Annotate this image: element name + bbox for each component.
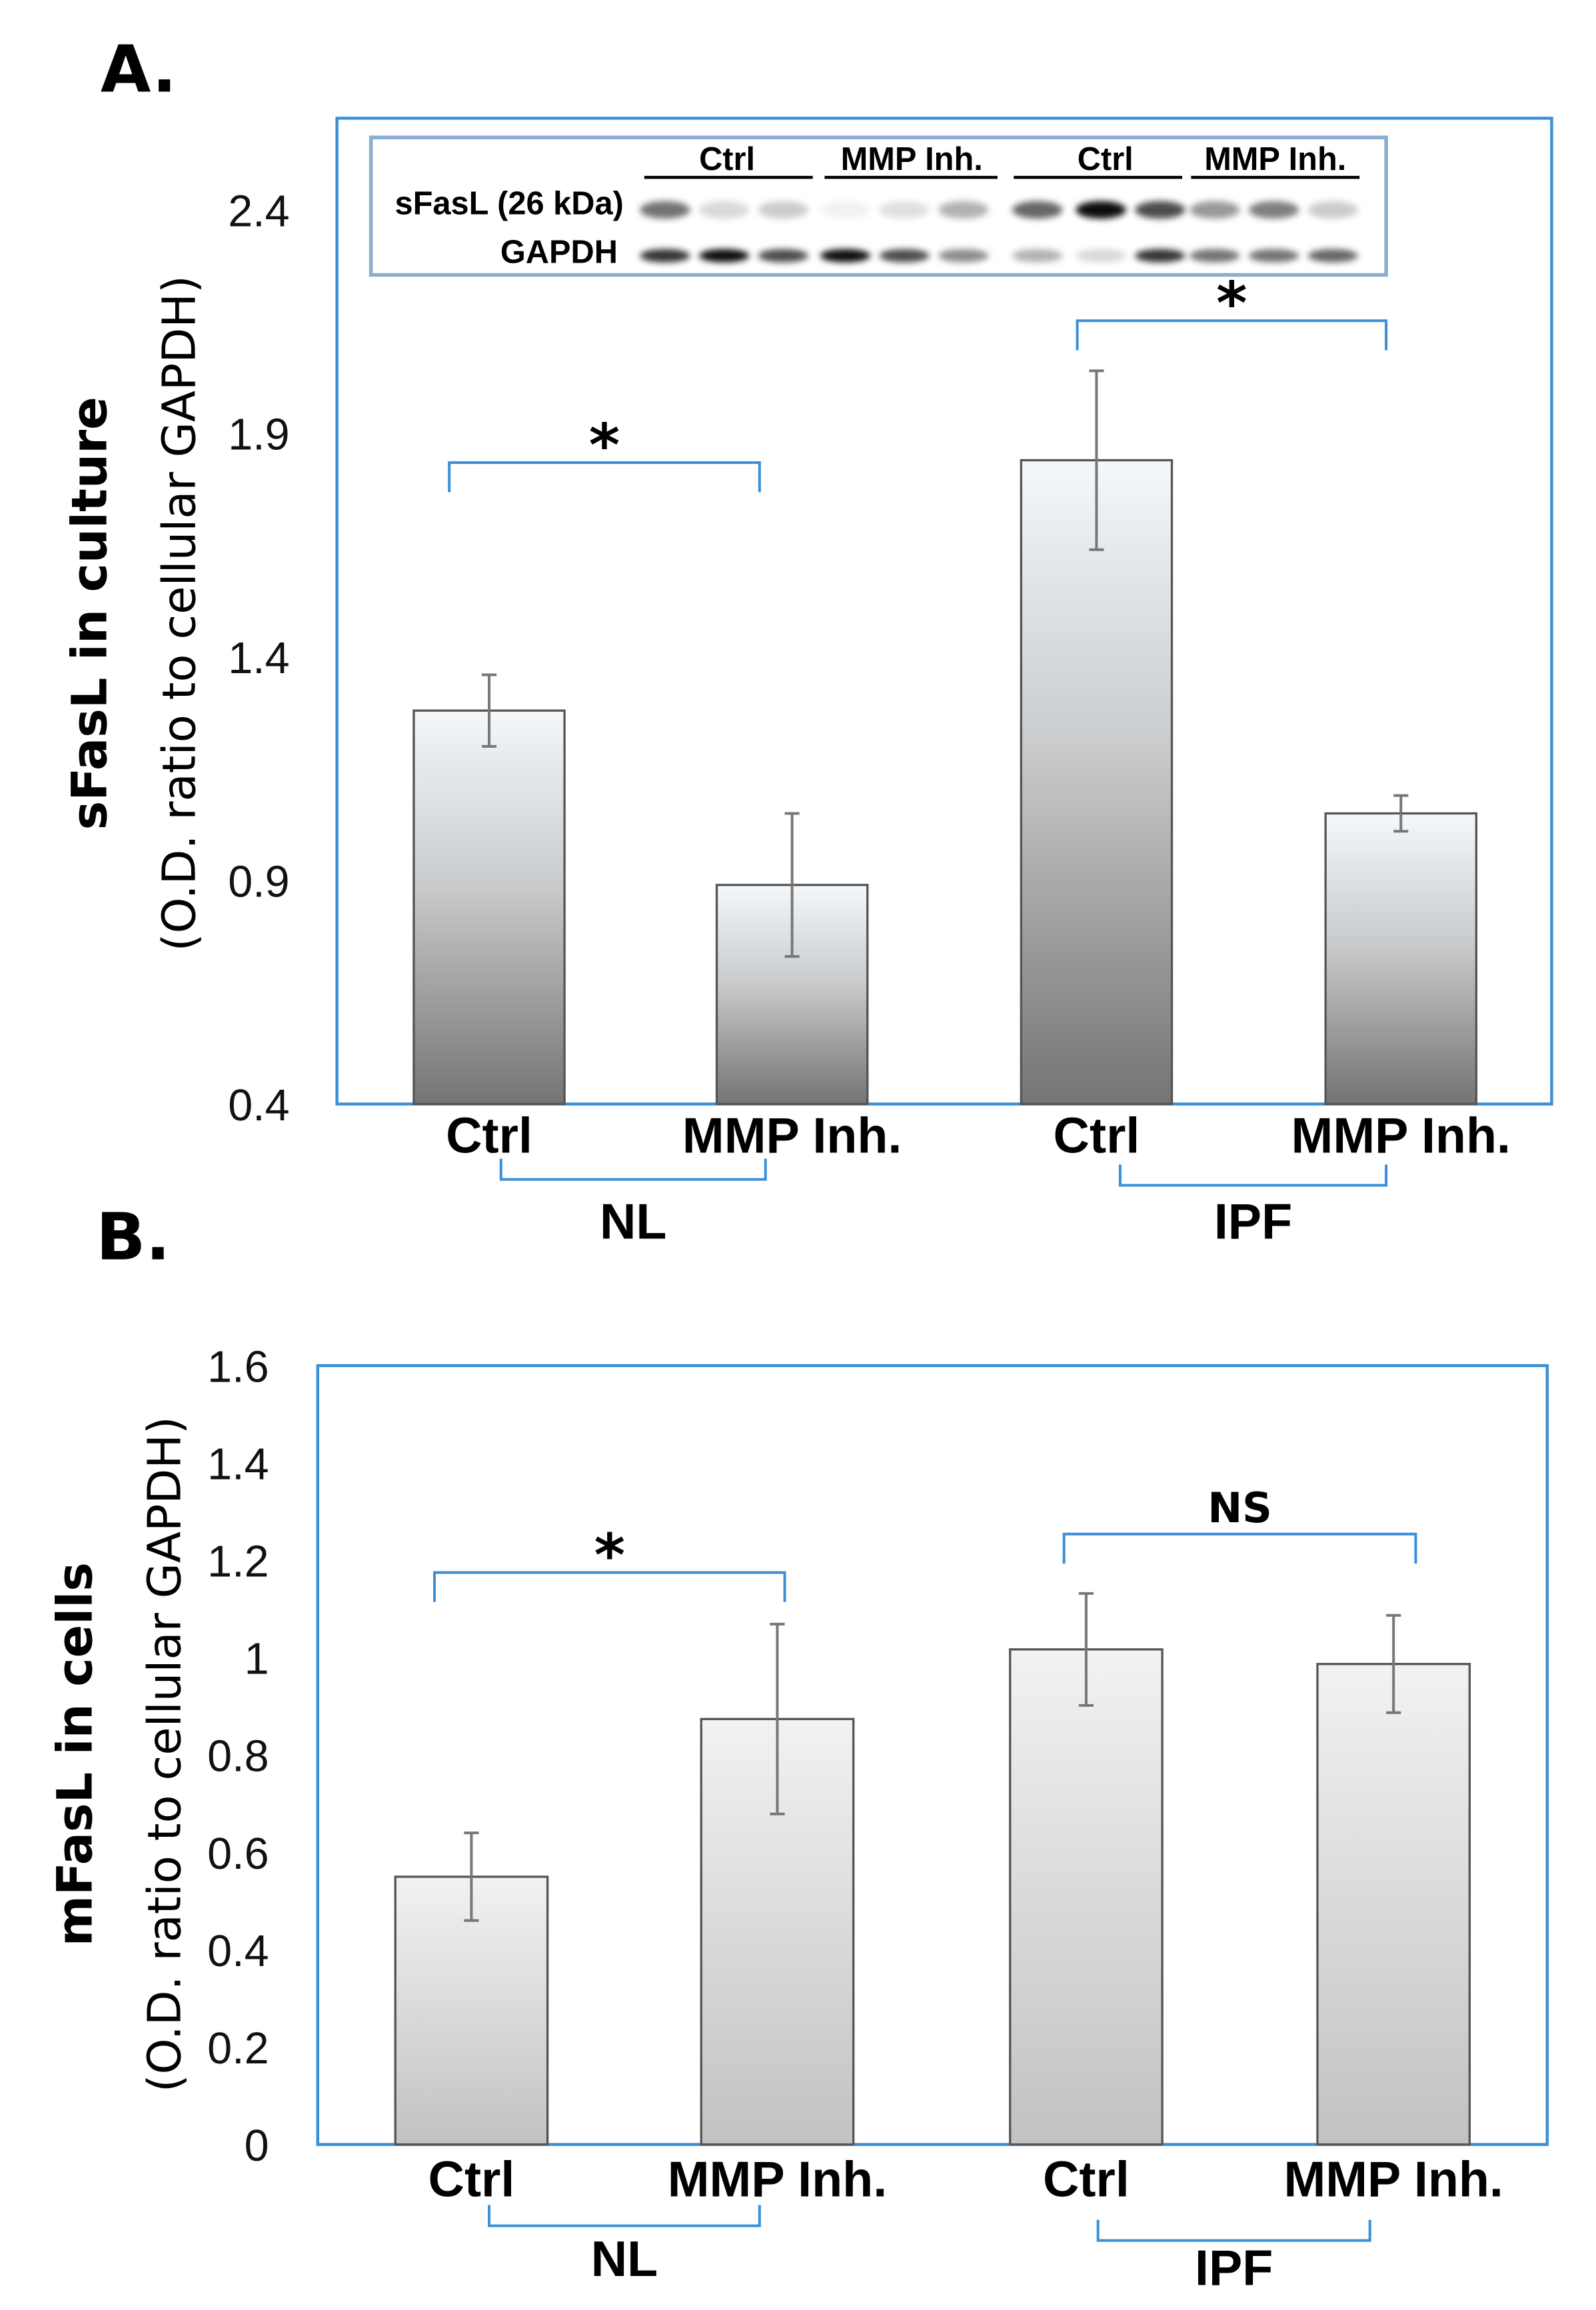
y-tick-label: 1.2 — [207, 1538, 269, 1587]
x-tick-label: MMP Inh. — [682, 1108, 902, 1164]
significance-bracket — [1076, 319, 1388, 351]
group-label: IPF — [1214, 1193, 1292, 1249]
blot-band — [879, 201, 930, 219]
y-tick-label: 1 — [245, 1635, 269, 1684]
group-label: NL — [591, 2231, 658, 2287]
y-tick-label: 0.4 — [228, 1081, 289, 1130]
x-tick-label: Ctrl — [446, 1108, 532, 1164]
blot-band — [1076, 249, 1126, 263]
x-tick-label: MMP Inh. — [668, 2151, 887, 2207]
x-tick-label: Ctrl — [1054, 1108, 1140, 1164]
y-axis-title-a: sFasL in culture — [62, 397, 119, 830]
blot-row-label: GAPDH — [500, 235, 618, 271]
blot-row-label: sFasL (26 kDa) — [395, 186, 623, 222]
y-tick-label: 1.4 — [228, 634, 289, 683]
error-bar — [1386, 1614, 1401, 1714]
significance-label: * — [594, 1521, 625, 1590]
bar — [412, 709, 566, 1106]
y-tick-label: 0.9 — [228, 857, 289, 906]
group-label: NL — [600, 1193, 666, 1249]
x-tick-label: Ctrl — [428, 2151, 515, 2207]
y-tick-label: 0.4 — [207, 1927, 269, 1976]
error-bar — [1089, 369, 1104, 551]
bars-b: Ctrl MMP Inh. Ctrl MMP Inh.NL IPF*NS — [394, 1484, 1503, 2295]
blot-band — [1012, 201, 1063, 219]
error-bar — [1078, 1592, 1094, 1707]
group-bracket — [1118, 1164, 1388, 1187]
blot-header: MMP Inh. — [1204, 141, 1346, 177]
blot-band — [1307, 249, 1358, 263]
bar — [1020, 459, 1174, 1106]
blot-band — [1076, 201, 1126, 219]
significance-label: * — [1216, 269, 1247, 338]
significance-label: * — [589, 411, 620, 480]
bar — [1316, 1663, 1471, 2146]
significance-label: NS — [1207, 1484, 1272, 1532]
blot-band — [1012, 249, 1063, 263]
y-tick-label: 0 — [245, 2121, 269, 2171]
significance-bracket — [448, 461, 761, 493]
panel-b-label: B. — [96, 1199, 170, 1275]
blot-band — [640, 249, 690, 263]
panel-a-label: A. — [101, 31, 177, 107]
plot-frame-b — [316, 1364, 1549, 2146]
bar — [1009, 1648, 1164, 2146]
blot-band — [1135, 249, 1186, 263]
bar — [1324, 812, 1478, 1106]
group-bracket — [1096, 2219, 1371, 2242]
blot-header: MMP Inh. — [841, 141, 983, 177]
plot-frame-a — [335, 117, 1553, 1106]
blot-band — [758, 201, 809, 219]
blot-band — [938, 249, 989, 263]
x-tick-label: MMP Inh. — [1291, 1108, 1511, 1164]
blot-band — [820, 249, 871, 263]
panel-a: A. Ctrl MMP Inh. Ctrl MMP Inh.NL IPF** 0.40.… — [62, 31, 1553, 1249]
error-bar — [481, 673, 497, 748]
panel-b: B. Ctrl MMP Inh. Ctrl MMP Inh.NL IPF*NS 00.2… — [47, 1199, 1549, 2295]
y-ticks-a: 0.4 0.9 1.4 1.9 2.4 — [228, 187, 289, 1130]
y-tick-label: 0.6 — [207, 1829, 269, 1879]
group-label: IPF — [1195, 2239, 1273, 2295]
y-tick-label: 0.2 — [207, 2024, 269, 2073]
blot-band — [698, 201, 750, 219]
blot-header: Ctrl — [699, 141, 755, 177]
bars-a: Ctrl MMP Inh. Ctrl MMP Inh. NL IPF * * — [412, 269, 1511, 1249]
y-tick-label: 2.4 — [228, 187, 289, 236]
group-bracket — [499, 1158, 767, 1181]
blot-band — [938, 201, 989, 219]
blot-band — [820, 201, 871, 219]
error-bar — [784, 812, 800, 958]
y-tick-label: 1.9 — [228, 411, 289, 460]
y-axis-title-b: mFasL in cells — [47, 1562, 104, 1946]
y-axis-subtitle-a: (O.D. ratio to cellular GAPDH) — [153, 275, 207, 951]
y-tick-label: 0.8 — [207, 1732, 269, 1781]
y-tick-label: 1.6 — [207, 1342, 269, 1392]
blot-band — [1307, 201, 1358, 219]
significance-bracket — [1062, 1532, 1417, 1564]
group-bracket — [488, 2205, 761, 2227]
western-blot-inset: sFasL (26 kDa) GAPDH Ctrl MMP Inh. Ctrl … — [369, 135, 1388, 277]
blot-header: Ctrl — [1078, 141, 1134, 177]
error-bar — [464, 1831, 479, 1922]
significance-bracket — [432, 1571, 786, 1602]
blot-band — [1190, 201, 1240, 219]
blot-band — [1248, 249, 1299, 263]
blot-band — [1248, 201, 1299, 219]
x-tick-label: Ctrl — [1043, 2151, 1130, 2207]
error-bar — [770, 1622, 785, 1815]
y-axis-subtitle-b: (O.D. ratio to cellular GAPDH) — [139, 1416, 192, 2092]
blot-band — [879, 249, 930, 263]
y-tick-label: 1.4 — [207, 1440, 269, 1489]
y-ticks-b: 0 0.2 0.4 0.6 0.8 1 1.2 1.4 1.6 — [207, 1342, 269, 2171]
error-bar — [1393, 794, 1409, 833]
blot-band — [698, 249, 750, 263]
blot-band — [1190, 249, 1240, 263]
x-tick-label: MMP Inh. — [1283, 2151, 1503, 2207]
blot-band — [758, 249, 809, 263]
blot-band — [1135, 201, 1186, 219]
blot-band — [640, 201, 690, 219]
